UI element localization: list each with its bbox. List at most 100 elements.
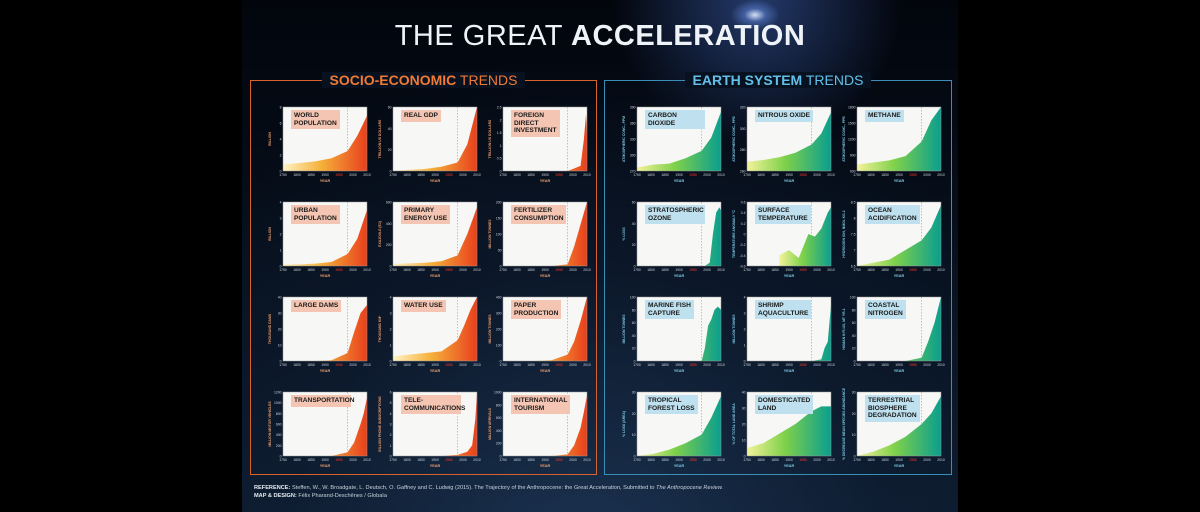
y-tick-label: 0.2 [741, 222, 746, 226]
series-area [283, 305, 367, 361]
chart-socio-3: 0 1 2 3 4 1750 1800 1850 1900 1950 2000 2010 YEAR BIL… [265, 196, 373, 281]
y-axis-label: MILLION TONNES [622, 314, 626, 344]
chart-title: CARBON DIOXIDE [645, 110, 705, 129]
x-tick-label: 1750 [279, 173, 287, 177]
x-tick-label: 1750 [743, 173, 751, 177]
y-tick-label: 60 [388, 106, 392, 110]
plot-border [746, 201, 832, 267]
y-axis-label: % OF TOTAL LAND AREA [732, 403, 736, 445]
y-tick-label: 60 [632, 201, 636, 205]
y-tick-label: 40 [852, 334, 856, 338]
chart-socio-8: 0 100 200 300 400 1750 1800 1850 1900 1950 2000 201… [485, 291, 593, 376]
x-tick-label: 1850 [527, 458, 535, 462]
earth-section-title: EARTH SYSTEM TRENDS [605, 70, 951, 90]
x-tick-label: 1900 [785, 458, 793, 462]
x-tick-label: 1750 [743, 458, 751, 462]
x-tick-label: 1800 [403, 173, 411, 177]
x-tick-label: 2000 [459, 363, 467, 367]
y-tick-label: -0.2 [740, 243, 746, 247]
x-tick-label: 1900 [895, 363, 903, 367]
y-tick-label: 320 [740, 106, 746, 110]
x-tick-label: 1800 [293, 173, 301, 177]
chart-earth-5: 6.5 7 7.5 8 8.5 1750 1800 1850 1900 1950 2000 2010 Y… [839, 196, 947, 281]
series-area [503, 395, 587, 456]
y-tick-label: 4 [744, 296, 746, 300]
y-tick-label: 600 [386, 201, 392, 205]
chart-earth-2: 600 900 1200 1500 1800 1750 1800 1850 1900 1950 20… [839, 101, 947, 186]
x-tick-label: 1800 [757, 363, 765, 367]
x-tick-label: 1900 [541, 363, 549, 367]
y-tick-label: 0 [744, 233, 746, 237]
x-tick-label: 2010 [363, 268, 371, 272]
chart-socio-5: 0 50 100 150 200 1750 1800 1850 1900 1950 2000 2010… [485, 196, 593, 281]
socio-section-title: SOCIO-ECONOMIC TRENDS [251, 70, 596, 90]
x-tick-label: 1900 [895, 268, 903, 272]
x-tick-label: 1800 [403, 458, 411, 462]
series-area [857, 396, 941, 456]
y-tick-label: 0 [280, 360, 282, 364]
y-tick-label: 1 [280, 249, 282, 253]
x-tick-label: 1900 [895, 458, 903, 462]
y-tick-label: 2 [390, 328, 392, 332]
x-tick-label: 2000 [459, 458, 467, 462]
x-axis-label: YEAR [784, 369, 795, 373]
y-tick-label: 330 [630, 138, 636, 142]
y-tick-label: 5 [390, 401, 392, 405]
chart-socio-10: 0 1 2 3 4 5 6 1750 1800 1850 1900 1950 2000 2010 YEAR B… [375, 386, 483, 471]
x-tick-label: 1850 [527, 173, 535, 177]
x-tick-label: 2000 [923, 268, 931, 272]
x-tick-label: 1850 [527, 363, 535, 367]
x-tick-label: 2010 [473, 458, 481, 462]
y-tick-label: 10 [632, 433, 636, 437]
series-area [747, 112, 831, 171]
x-tick-label: 1800 [403, 268, 411, 272]
x-axis-label: YEAR [674, 464, 685, 468]
y-tick-label: 40 [388, 127, 392, 131]
y-axis-label: TRILLION US DOLLARS [378, 119, 382, 158]
y-tick-label: 0 [500, 360, 502, 364]
x-tick-label: 2010 [937, 458, 945, 462]
x-tick-label: 2000 [569, 173, 577, 177]
y-tick-label: 0.5 [497, 157, 502, 161]
x-tick-label: 1750 [279, 363, 287, 367]
plot-border [502, 391, 588, 457]
y-axis-label: EXAJOULE (EJ) [378, 221, 382, 247]
chart-title: SHRIMP AQUACULTURE [755, 300, 812, 319]
x-tick-label: 2000 [813, 363, 821, 367]
x-tick-label: 1850 [661, 363, 669, 367]
x-tick-label: 1900 [675, 458, 683, 462]
x-tick-label: 1850 [661, 458, 669, 462]
x-tick-label: 1950 [555, 173, 563, 177]
chart-title: PAPER PRODUCTION [511, 300, 562, 319]
x-tick-label: 1800 [647, 173, 655, 177]
y-tick-label: 3 [744, 312, 746, 316]
chart-title: TROPICAL FOREST LOSS [645, 395, 698, 414]
title-bold: ACCELERATION [571, 20, 806, 52]
y-tick-label: 2 [744, 328, 746, 332]
chart-earth-9: 0 10 20 30 1750 1800 1850 1900 1950 2000 2010 YEAR%… [619, 386, 727, 471]
x-tick-label: 2010 [583, 173, 591, 177]
y-tick-label: 3 [390, 312, 392, 316]
y-axis-label: TRILLION US DOLLARS [488, 119, 492, 158]
x-tick-label: 1950 [909, 173, 917, 177]
y-tick-label: -0.4 [740, 254, 746, 258]
y-tick-label: 0 [280, 170, 282, 174]
chart-earth-8: 0 20 40 60 80 100 1750 1800 1850 1900 1950 2000 2010… [839, 291, 947, 376]
y-tick-label: 0 [390, 170, 392, 174]
series-area [283, 397, 367, 456]
y-tick-label: 0 [854, 455, 856, 459]
x-tick-label: 1900 [675, 173, 683, 177]
plot-border [636, 296, 722, 362]
plot-border [502, 296, 588, 362]
y-axis-label: TEMPERATURE ANOMALY °C [732, 210, 736, 258]
y-tick-label: 0 [634, 455, 636, 459]
x-tick-label: 1900 [431, 458, 439, 462]
plot-border [636, 391, 722, 457]
y-tick-label: 800 [276, 412, 282, 416]
x-axis-label: YEAR [320, 464, 331, 468]
x-axis-label: YEAR [430, 464, 441, 468]
y-tick-label: 60 [632, 321, 636, 325]
x-tick-label: 1950 [689, 268, 697, 272]
x-tick-label: 1750 [279, 268, 287, 272]
earth-title-normal: TRENDS [805, 72, 864, 88]
